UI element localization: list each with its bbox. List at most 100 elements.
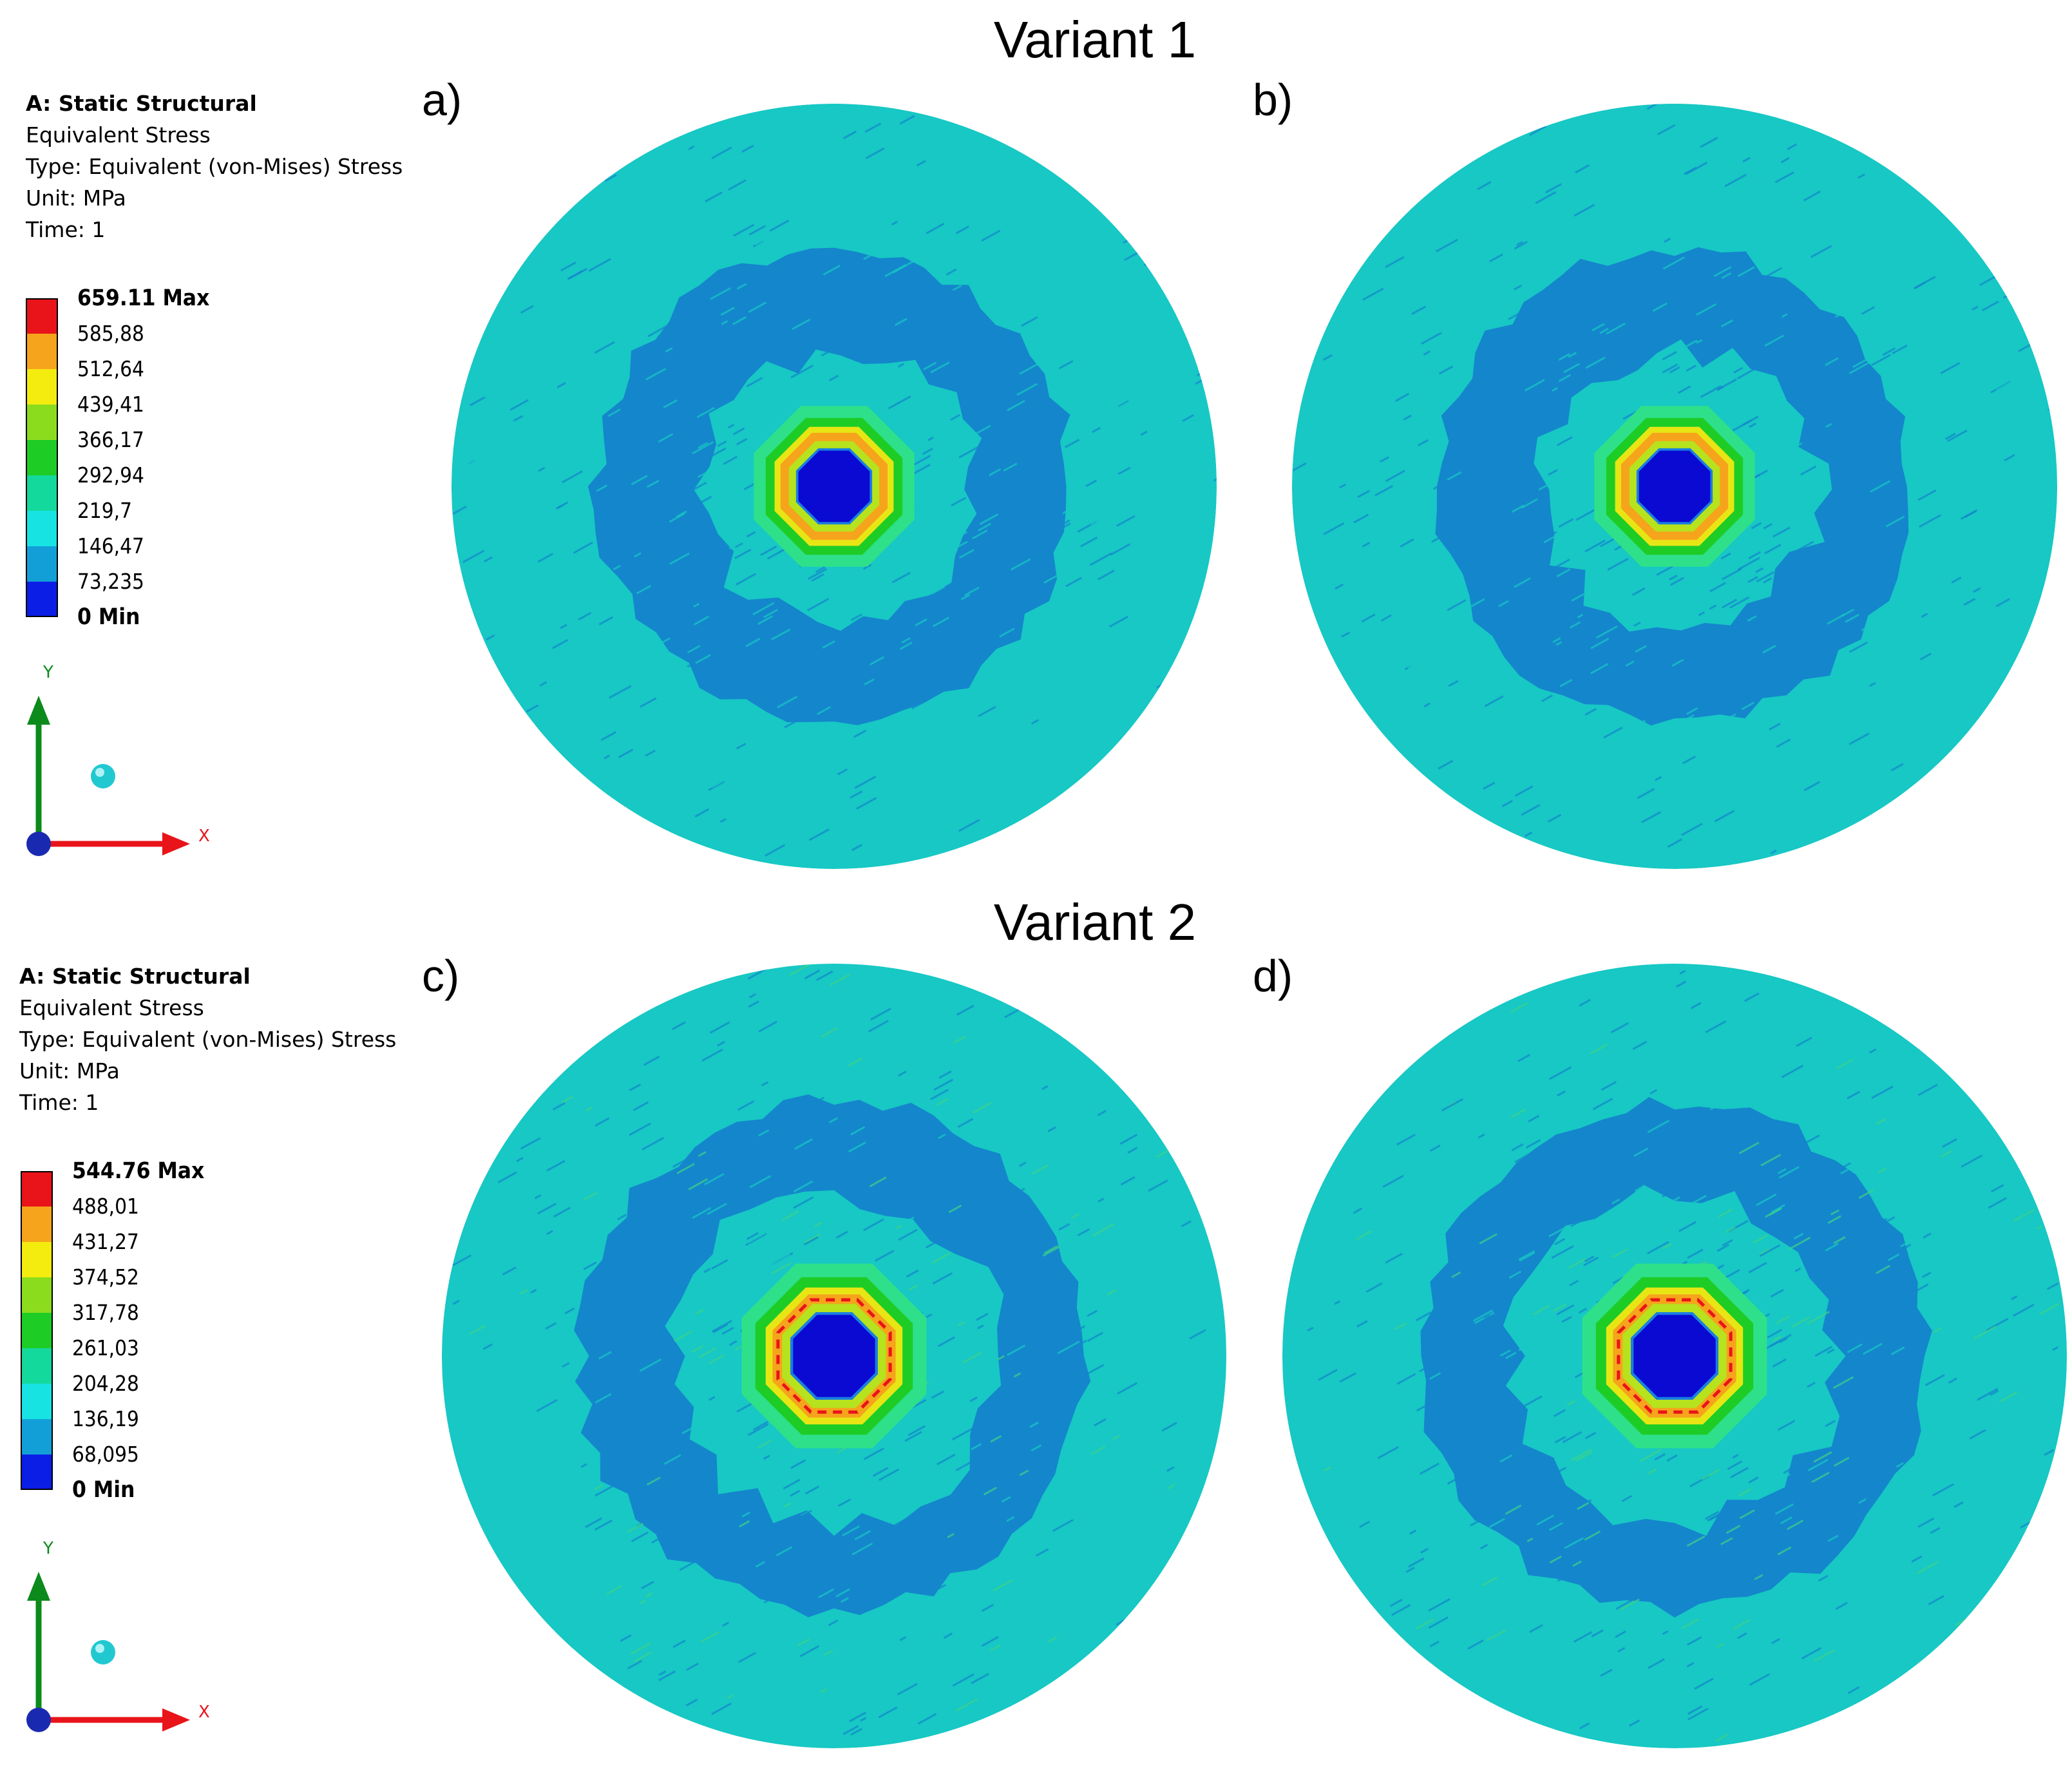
- z-axis-dot: [91, 1640, 115, 1665]
- mesh-streak: [1777, 1420, 1796, 1431]
- mesh-streak: [1647, 1120, 1670, 1134]
- mesh-streak: [1579, 1230, 1600, 1243]
- mesh-streak: [1590, 1043, 1608, 1055]
- mesh-streak: [727, 504, 737, 511]
- mesh-streak: [554, 1248, 577, 1263]
- mesh-streak: [1890, 1346, 1905, 1355]
- mesh-streak: [2013, 1208, 2035, 1222]
- mesh-streak: [1858, 173, 1865, 179]
- mesh-streak: [736, 573, 756, 586]
- mesh-streak: [520, 305, 534, 314]
- mesh-streak: [1877, 1216, 1896, 1228]
- mesh-streak: [797, 1638, 810, 1646]
- mesh-streak: [1885, 1451, 1901, 1462]
- mesh-streak: [609, 685, 632, 699]
- mesh-streak: [1836, 1058, 1854, 1070]
- mesh-streak: [1814, 1649, 1835, 1662]
- mesh-streak: [646, 1339, 656, 1346]
- mesh-streak: [1590, 663, 1609, 674]
- mesh-streak: [1380, 456, 1390, 463]
- mesh-streak: [835, 1230, 848, 1239]
- mesh-streak: [1669, 366, 1680, 374]
- mesh-streak: [847, 1008, 856, 1015]
- mesh-streak: [891, 220, 898, 226]
- mesh-streak: [1478, 568, 1497, 580]
- mesh-streak: [1407, 663, 1416, 669]
- mesh-streak: [1148, 1179, 1168, 1192]
- mesh-streak: [1570, 1499, 1592, 1512]
- mesh-streak: [993, 1579, 1013, 1592]
- mesh-streak: [1777, 1546, 1792, 1556]
- mesh-streak: [1675, 980, 1687, 988]
- mesh-streak: [1307, 470, 1322, 479]
- mesh-streak: [774, 1444, 787, 1453]
- mesh-streak: [1052, 1519, 1074, 1532]
- mesh-streak: [1377, 1445, 1400, 1459]
- mesh-streak: [1126, 573, 1136, 580]
- mesh-streak: [741, 1511, 750, 1518]
- mesh-streak: [1020, 1500, 1033, 1509]
- mesh-streak: [909, 1201, 917, 1208]
- mesh-streak: [997, 1355, 1005, 1361]
- mesh-streak: [829, 1065, 843, 1074]
- mesh-streak: [1518, 1250, 1535, 1261]
- mesh-streak: [560, 261, 576, 272]
- mesh-streak: [1771, 1204, 1785, 1214]
- mesh-streak: [958, 444, 981, 459]
- mesh-streak: [1552, 637, 1561, 644]
- mesh-streak: [982, 1377, 1000, 1388]
- mesh-streak: [1811, 1471, 1830, 1483]
- mesh-streak: [757, 1439, 772, 1449]
- mesh-streak: [1043, 1245, 1058, 1255]
- mesh-streak: [1428, 1598, 1450, 1612]
- mesh-streak: [924, 512, 938, 521]
- mesh-streak: [1007, 1524, 1020, 1532]
- mesh-streak: [1732, 1619, 1751, 1630]
- mesh-streak: [545, 1322, 557, 1330]
- mesh-streak: [705, 191, 723, 203]
- mesh-streak: [1110, 543, 1131, 556]
- mesh-streak: [712, 1323, 728, 1333]
- mesh-streak: [1686, 383, 1707, 396]
- mesh-streak: [750, 1212, 757, 1217]
- mesh-streak: [1829, 742, 1843, 751]
- mesh-streak: [836, 1446, 848, 1454]
- mesh-streak: [1355, 1230, 1373, 1241]
- mesh-streak: [1572, 1560, 1582, 1567]
- mesh-streak: [849, 1712, 866, 1722]
- mesh-streak: [1031, 719, 1039, 725]
- mesh-streak: [1621, 401, 1628, 407]
- mesh-streak: [799, 336, 807, 342]
- mesh-streak: [2037, 453, 2057, 465]
- mesh-streak: [1582, 178, 1597, 187]
- mesh-streak: [1117, 1382, 1138, 1395]
- mesh-streak: [915, 1552, 936, 1566]
- mesh-streak: [1486, 1629, 1506, 1642]
- mesh-streak: [1415, 310, 1435, 322]
- mesh-streak: [1012, 1339, 1025, 1346]
- scale-swatch: [21, 1277, 53, 1313]
- scale-swatch: [21, 1348, 53, 1384]
- mesh-streak: [641, 522, 651, 528]
- mesh-streak: [732, 553, 750, 564]
- mesh-streak: [1950, 441, 1961, 448]
- mesh-streak: [1061, 519, 1070, 526]
- mesh-streak: [1092, 1223, 1115, 1237]
- mesh-streak: [1575, 164, 1590, 174]
- mesh-streak: [1971, 632, 1981, 639]
- mesh-streak: [1409, 1529, 1417, 1535]
- mesh-streak: [692, 441, 714, 455]
- mesh-streak: [1136, 530, 1145, 536]
- mesh-streak: [842, 1725, 859, 1735]
- mesh-streak: [1481, 1576, 1498, 1587]
- mesh-streak: [1586, 1455, 1595, 1460]
- mesh-streak: [738, 1652, 757, 1663]
- mesh-streak: [1057, 1340, 1080, 1355]
- mesh-streak: [908, 1284, 919, 1291]
- mesh-streak: [847, 1057, 863, 1067]
- mesh-streak: [1647, 1658, 1666, 1669]
- mesh-streak: [1700, 137, 1718, 148]
- mesh-streak: [793, 1180, 813, 1193]
- mesh-streak: [1189, 1329, 1206, 1340]
- mesh-streak: [1100, 1594, 1108, 1599]
